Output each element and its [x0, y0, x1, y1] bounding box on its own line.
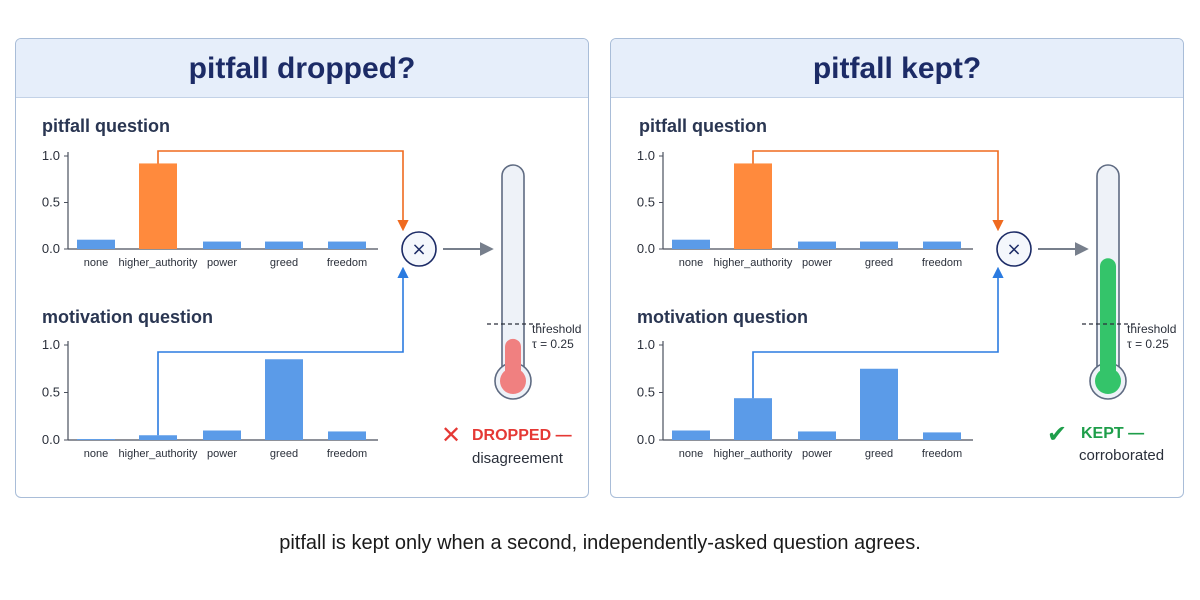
thermometer-fill	[1100, 258, 1116, 383]
caption: pitfall is kept only when a second, inde…	[279, 532, 921, 554]
panel-title: pitfall dropped?	[188, 52, 416, 85]
pitfall-question-label: pitfall question	[639, 116, 767, 136]
pitfall-chart-bar-greed	[265, 241, 303, 249]
multiply-operator-symbol: ×	[1006, 239, 1021, 260]
motivation-chart-bar-freedom	[923, 432, 961, 440]
pitfall-chart-bar-greed	[860, 241, 898, 249]
pitfall-chart-x-tick-label: freedom	[327, 257, 367, 269]
motivation-chart-y-tick-label: 0.5	[637, 385, 655, 400]
threshold-value: τ = 0.25	[1127, 337, 1169, 351]
motivation-arrow	[752, 266, 1004, 399]
motivation-chart-y-tick-label: 1.0	[42, 337, 60, 352]
panel-header	[16, 39, 588, 98]
pitfall-chart-bar-none	[672, 239, 710, 249]
panel-header	[611, 39, 1183, 98]
pitfall-arrow	[157, 150, 409, 232]
pitfall-chart-x-tick-label: greed	[865, 257, 893, 269]
thermometer-bulb-fill	[500, 368, 526, 394]
motivation-chart-bar-freedom	[328, 431, 366, 440]
pitfall-chart-x-tick-label: none	[679, 257, 703, 269]
threshold-label-text: threshold	[532, 322, 582, 336]
threshold-value: τ = 0.25	[532, 337, 574, 351]
motivation-chart-bar-greed	[265, 359, 303, 440]
status-text: KEPT —	[1081, 425, 1145, 442]
threshold-label: threshold τ = 0.25	[1127, 322, 1176, 352]
motivation-chart-x-tick-label: power	[207, 448, 237, 460]
threshold-label: threshold τ = 0.25	[532, 322, 581, 352]
motivation-chart-x-tick-label: greed	[270, 448, 298, 460]
multiply-operator-circle	[401, 231, 437, 267]
pitfall-chart-y-tick-label: 0.5	[637, 195, 655, 210]
motivation-chart-bar-power	[203, 430, 241, 440]
thermometer-bulb-fill	[1095, 368, 1121, 394]
panel-dropped: pitfall dropped? pitfall question motiva…	[15, 38, 589, 498]
pitfall-chart-bar-higher_authority	[139, 163, 177, 249]
threshold-label-text: threshold	[1127, 322, 1177, 336]
motivation-chart-x-tick-label: higher_authority	[119, 448, 198, 460]
motivation-chart-bar-none	[672, 430, 710, 440]
pitfall-chart-x-tick-label: power	[802, 257, 832, 269]
status-subtext: corroborated	[1079, 447, 1165, 464]
panel-kept: pitfall kept? pitfall question motivatio…	[610, 38, 1184, 498]
motivation-chart-x-tick-label: freedom	[327, 448, 367, 460]
pitfall-arrow	[752, 150, 1004, 232]
pitfall-chart-bar-none	[77, 239, 115, 249]
pitfall-chart-x-tick-label: power	[207, 257, 237, 269]
multiply-operator-circle	[996, 231, 1032, 267]
pitfall-chart-bar-freedom	[328, 241, 366, 249]
pitfall-chart-x-tick-label: none	[84, 257, 108, 269]
motivation-chart-bar-higher_authority	[139, 435, 177, 440]
pitfall-chart-bar-power	[203, 241, 241, 249]
motivation-chart-x-tick-label: higher_authority	[714, 448, 793, 460]
motivation-chart-x-tick-label: greed	[865, 448, 893, 460]
motivation-chart-bar-none	[77, 439, 115, 440]
status-subtext: disagreement	[472, 450, 563, 467]
motivation-chart-y-tick-label: 0.0	[42, 432, 60, 447]
status-text: DROPPED —	[472, 427, 572, 444]
pitfall-chart-x-tick-label: higher_authority	[714, 257, 793, 269]
pitfall-chart-x-tick-label: greed	[270, 257, 298, 269]
panel-title: pitfall kept?	[812, 52, 982, 85]
pitfall-question-label: pitfall question	[42, 116, 170, 136]
pitfall-chart-y-tick-label: 0.0	[637, 241, 655, 256]
motivation-chart-x-tick-label: freedom	[922, 448, 962, 460]
motivation-chart-y-tick-label: 0.0	[637, 432, 655, 447]
motivation-chart-bar-greed	[860, 368, 898, 440]
multiply-operator-symbol: ×	[411, 239, 426, 260]
dropped-cross-icon: ✕	[441, 422, 462, 449]
pitfall-chart-x-tick-label: higher_authority	[119, 257, 198, 269]
motivation-question-label: motivation question	[42, 307, 213, 327]
motivation-chart-bar-higher_authority	[734, 398, 772, 440]
pitfall-chart-y-tick-label: 0.0	[42, 241, 60, 256]
pitfall-chart-bar-power	[798, 241, 836, 249]
motivation-chart-y-tick-label: 1.0	[637, 337, 655, 352]
pitfall-chart-y-tick-label: 1.0	[42, 148, 60, 163]
motivation-chart-x-tick-label: none	[679, 448, 703, 460]
check-icon: ✔	[1047, 421, 1068, 448]
pitfall-chart-bar-higher_authority	[734, 163, 772, 249]
pitfall-chart-x-tick-label: freedom	[922, 257, 962, 269]
pitfall-chart-y-tick-label: 0.5	[42, 195, 60, 210]
motivation-chart-x-tick-label: none	[84, 448, 108, 460]
pitfall-chart-y-tick-label: 1.0	[637, 148, 655, 163]
motivation-question-label: motivation question	[637, 307, 808, 327]
pitfall-chart-bar-freedom	[923, 241, 961, 249]
motivation-chart-bar-power	[798, 431, 836, 440]
motivation-chart-x-tick-label: power	[802, 448, 832, 460]
motivation-chart-y-tick-label: 0.5	[42, 385, 60, 400]
motivation-arrow	[157, 266, 409, 436]
